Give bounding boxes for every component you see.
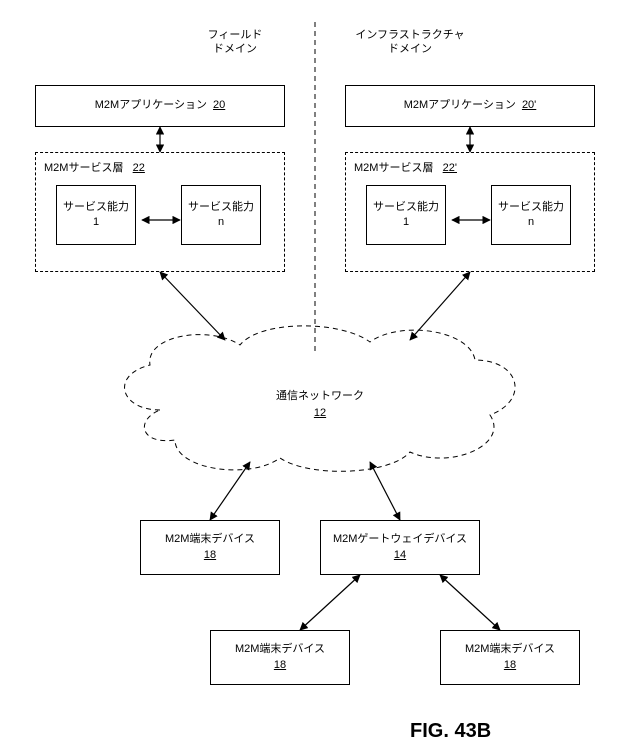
right-cap-1: サービス能力 1 xyxy=(366,185,446,245)
left-cap1-label: サービス能力 xyxy=(63,200,129,215)
left-cap-n: サービス能力 n xyxy=(181,185,261,245)
terminal1-ref: 18 xyxy=(204,548,216,563)
right-cap1-num: 1 xyxy=(403,215,409,230)
figure-label: FIG. 43B xyxy=(410,720,491,743)
left-cap1-num: 1 xyxy=(93,215,99,230)
left-capn-num: n xyxy=(218,215,224,230)
left-cap-1: サービス能力 1 xyxy=(56,185,136,245)
terminal2-label: M2M端末デバイス xyxy=(235,642,325,657)
left-svc-label: M2Mサービス層 xyxy=(44,162,123,174)
right-cap1-label: サービス能力 xyxy=(373,200,439,215)
left-m2m-app: M2Mアプリケーション 20 xyxy=(35,85,285,127)
left-m2m-app-label: M2Mアプリケーション xyxy=(95,98,207,113)
left-m2m-app-ref: 20 xyxy=(213,98,225,113)
left-capn-label: サービス能力 xyxy=(188,200,254,215)
terminal-3: M2M端末デバイス 18 xyxy=(440,630,580,685)
right-capn-num: n xyxy=(528,215,534,230)
terminal2-ref: 18 xyxy=(274,658,286,673)
terminal3-ref: 18 xyxy=(504,658,516,673)
cloud-text: 通信ネットワーク 12 xyxy=(250,388,390,421)
right-svc-layer: M2Mサービス層 22' サービス能力 1 サービス能力 n xyxy=(345,152,595,272)
right-m2m-app: M2Mアプリケーション 20' xyxy=(345,85,595,127)
infra-domain-line2: ドメイン xyxy=(388,43,432,55)
cloud-label: 通信ネットワーク xyxy=(276,390,364,402)
gateway-label: M2Mゲートウェイデバイス xyxy=(333,532,467,547)
left-svc-layer-title: M2Mサービス層 22 xyxy=(44,159,145,175)
gateway: M2Mゲートウェイデバイス 14 xyxy=(320,520,480,575)
gateway-ref: 14 xyxy=(394,548,406,563)
field-domain-line2: ドメイン xyxy=(213,43,257,55)
terminal-1: M2M端末デバイス 18 xyxy=(140,520,280,575)
infra-domain-line1: インフラストラクチャ xyxy=(355,29,464,41)
right-svc-layer-title: M2Mサービス層 22' xyxy=(354,159,457,175)
right-svc-label: M2Mサービス層 xyxy=(354,162,433,174)
right-m2m-app-label: M2Mアプリケーション xyxy=(404,98,516,113)
terminal-2: M2M端末デバイス 18 xyxy=(210,630,350,685)
left-svc-layer: M2Mサービス層 22 サービス能力 1 サービス能力 n xyxy=(35,152,285,272)
terminal3-label: M2M端末デバイス xyxy=(465,642,555,657)
field-domain-line1: フィールド xyxy=(208,29,263,41)
terminal1-label: M2M端末デバイス xyxy=(165,532,255,547)
cloud-ref: 12 xyxy=(314,407,326,419)
right-svc-ref: 22' xyxy=(443,162,457,174)
right-capn-label: サービス能力 xyxy=(498,200,564,215)
left-svc-ref: 22 xyxy=(133,162,145,174)
right-m2m-app-ref: 20' xyxy=(522,98,536,113)
field-domain-label: フィールド ドメイン xyxy=(190,28,280,57)
infra-domain-label: インフラストラクチャ ドメイン xyxy=(350,28,470,57)
right-cap-n: サービス能力 n xyxy=(491,185,571,245)
